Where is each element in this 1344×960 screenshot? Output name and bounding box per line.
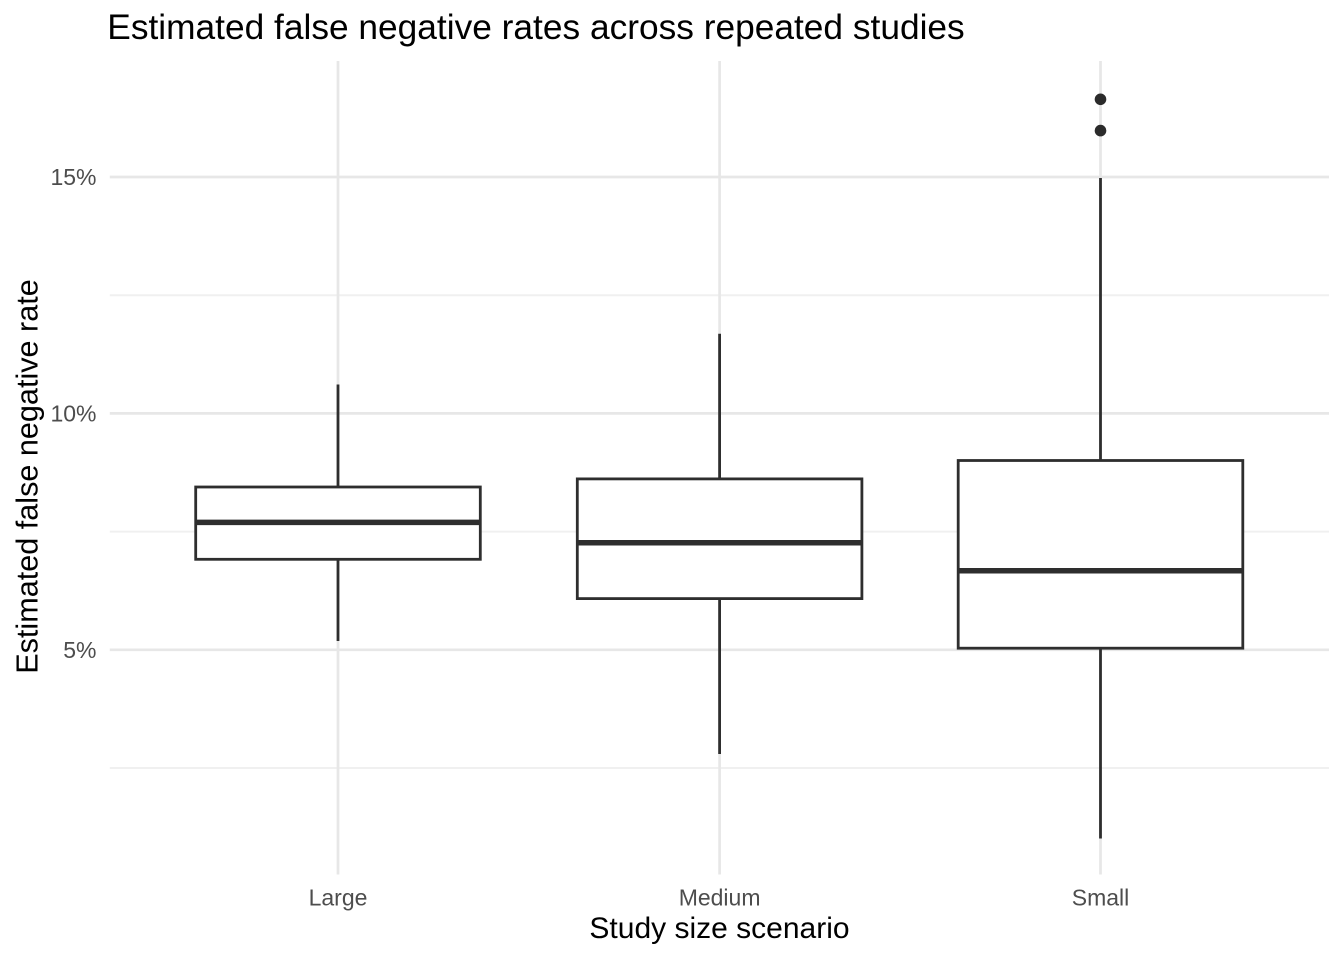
svg-text:Small: Small xyxy=(1072,885,1130,911)
svg-text:Large: Large xyxy=(309,885,368,911)
svg-text:Study size scenario: Study size scenario xyxy=(589,912,849,945)
svg-text:15%: 15% xyxy=(50,164,96,190)
svg-text:10%: 10% xyxy=(50,401,96,427)
svg-text:Estimated false negative rates: Estimated false negative rates across re… xyxy=(107,8,964,47)
svg-text:5%: 5% xyxy=(63,637,96,663)
svg-text:Medium: Medium xyxy=(679,885,761,911)
svg-text:Estimated false negative rate: Estimated false negative rate xyxy=(11,279,45,674)
